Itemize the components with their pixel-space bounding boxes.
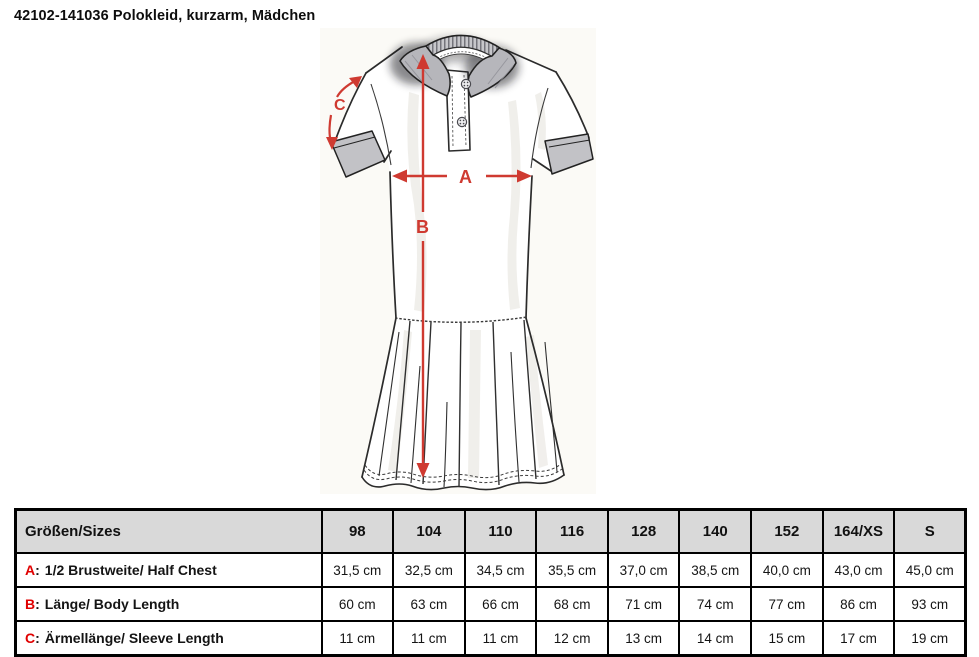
size-column-header: 98 [320,508,395,554]
measurement-label: B: Länge/ Body Length [14,586,323,622]
label-a: A [459,167,472,187]
dress-outlines [333,46,590,491]
measurement-value: 71 cm [606,586,681,622]
measurement-value: 93 cm [893,586,967,622]
label-b: B [416,217,429,237]
measurement-value: 68 cm [535,586,609,622]
skirt-pleats [378,319,558,488]
measurement-value: 14 cm [678,620,753,657]
measurement-value: 77 cm [750,586,824,622]
buttons [456,78,472,128]
measurement-row-a: A: 1/2 Brustweite/ Half Chest 31,5 cm 32,5 … [14,552,967,588]
measurement-separator: : [35,630,40,646]
measurement-value: 19 cm [893,620,967,657]
measurement-row-b: B: Länge/ Body Length 60 cm 63 cm 66 cm 68 cm… [14,586,967,622]
measurement-value: 66 cm [463,586,538,622]
measure-arrow-b: B [416,54,430,478]
measure-arrow-a: A [392,167,532,187]
measurement-value: 34,5 cm [463,552,538,588]
measurement-value: 45,0 cm [893,552,967,588]
size-column-header: 116 [535,508,609,554]
measurement-value: 12 cm [535,620,609,657]
measurement-key: B [25,596,36,612]
size-table: Größen/Sizes 98 104 110 116 128 140 152 164/XS S A… [14,508,968,657]
size-column-header: 128 [606,508,681,554]
measurement-row-c: C: Ärmellänge/ Sleeve Length 11 cm 11 cm 11 … [14,620,967,657]
armhole-seams [370,83,549,169]
measurement-label: A: 1/2 Brustweite/ Half Chest [14,552,323,588]
dress-drawing: A B C [320,28,596,494]
collar [399,34,517,98]
measurement-value: 17 cm [821,620,896,657]
size-table-body: Größen/Sizes 98 104 110 116 128 140 152 164/XS S A… [14,508,967,657]
measurement-value: 63 cm [392,586,466,622]
size-column-header: S [893,508,967,554]
size-table-header-row: Größen/Sizes 98 104 110 116 128 140 152 164/XS S [14,508,967,554]
waist-seam [394,316,528,323]
size-column-header: 164/XS [821,508,896,554]
measurement-value: 11 cm [463,620,538,657]
size-column-header: 110 [463,508,538,554]
label-c: C [334,97,346,114]
size-column-header: 140 [678,508,753,554]
size-column-header: 152 [750,508,824,554]
measurement-value: 15 cm [750,620,824,657]
measurement-key: A [25,562,36,578]
measurement-value: 86 cm [821,586,896,622]
measurement-value: 74 cm [678,586,753,622]
sizes-header-label: Größen/Sizes [14,508,323,554]
measurement-separator: : [35,596,40,612]
page-title: 42102-141036 Polokleid, kurzarm, Mädchen [14,8,316,24]
sleeve-cuffs [330,130,594,178]
measure-arrow-c: C [326,76,362,150]
measurement-label: C: Ärmellänge/ Sleeve Length [14,620,323,657]
hem-stitching [363,463,563,484]
measurement-name: Länge/ Body Length [44,596,180,612]
measurement-separator: : [35,562,40,578]
measurement-value: 11 cm [392,620,466,657]
button-placket [445,69,471,152]
measurement-name: Ärmellänge/ Sleeve Length [44,630,224,646]
measurement-value: 11 cm [320,620,395,657]
measurement-value: 31,5 cm [320,552,395,588]
measurement-value: 43,0 cm [821,552,896,588]
measurement-name: 1/2 Brustweite/ Half Chest [44,562,217,578]
measurement-value: 35,5 cm [535,552,609,588]
measurement-value: 60 cm [320,586,395,622]
measurement-value: 37,0 cm [606,552,681,588]
measurement-value: 40,0 cm [750,552,824,588]
size-column-header: 104 [392,508,466,554]
measurement-key: C [25,630,36,646]
measurement-value: 13 cm [606,620,681,657]
measurement-value: 38,5 cm [678,552,753,588]
measurement-value: 32,5 cm [392,552,466,588]
